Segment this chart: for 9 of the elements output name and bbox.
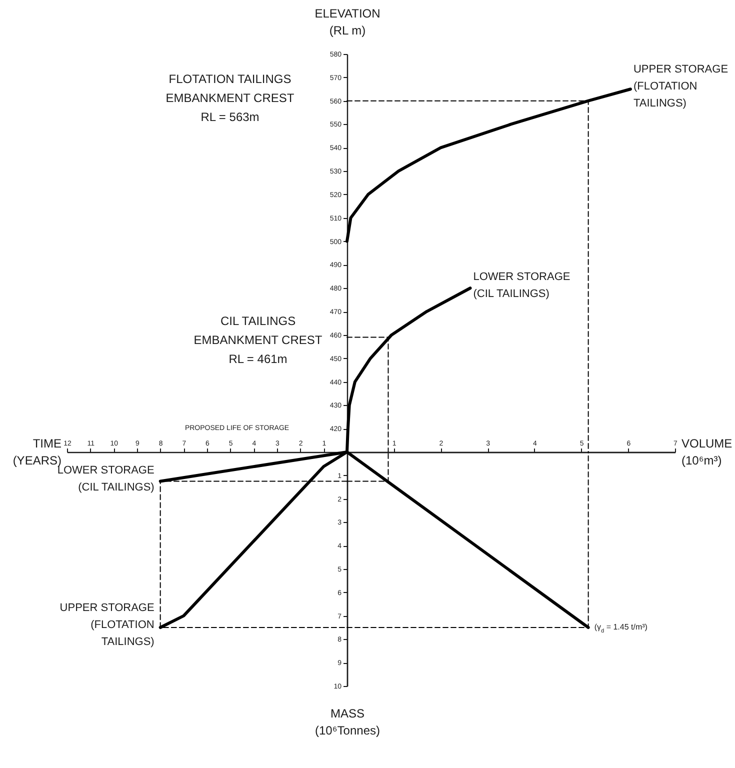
y-axis-title: ELEVATION (RL m): [314, 6, 380, 38]
y-axis-title: MASS (10⁶Tonnes): [315, 706, 380, 738]
x-axis-title: VOLUME (10⁶m³): [682, 436, 732, 468]
series-label: UPPER STORAGE (FLOTATION TAILINGS): [633, 64, 728, 110]
series-label: LOWER STORAGE (CIL TAILINGS): [473, 271, 570, 300]
annotation: (γ$_{d}$ = 1.45 t/m³): [594, 622, 648, 634]
text: CIL TAILINGS EMBANKMENT CREST RL = 461m: [194, 314, 323, 366]
series-label: UPPER STORAGE (FLOTATION TAILINGS): [60, 602, 154, 648]
text: FLOTATION TAILINGS EMBANKMENT CREST RL = 563m: [166, 72, 295, 124]
